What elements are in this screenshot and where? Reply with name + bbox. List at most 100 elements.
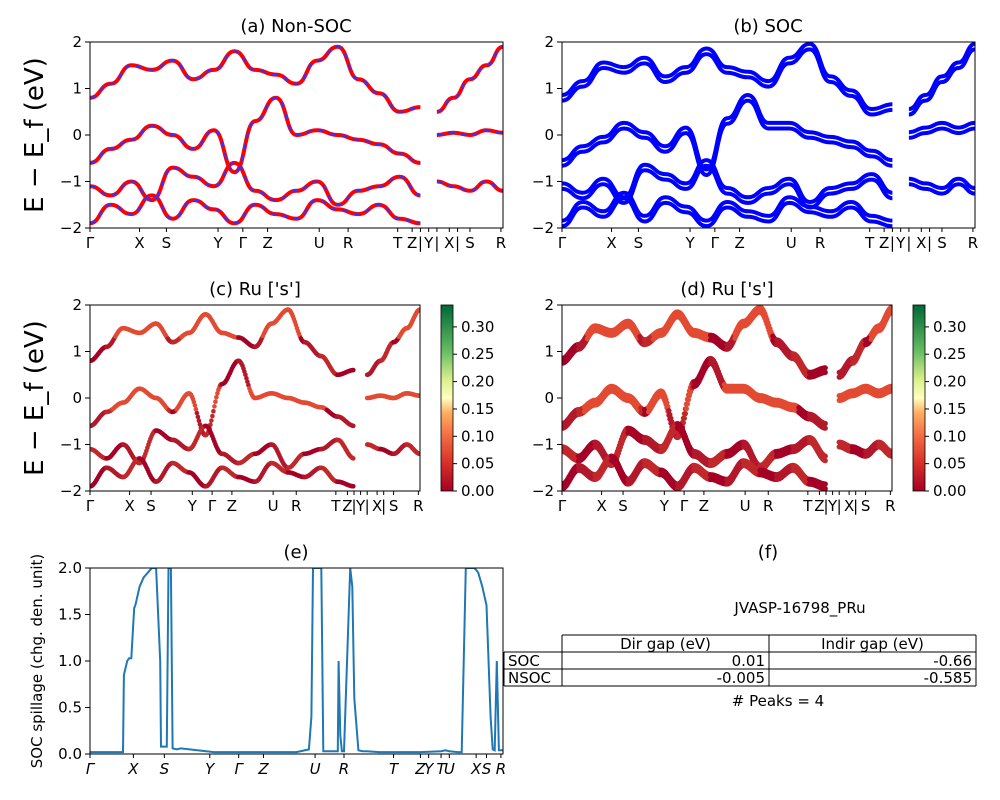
- x-tick-label: R: [339, 760, 349, 778]
- projection-point: [888, 309, 892, 315]
- table-header-cell: Dir gap (eV): [620, 635, 711, 653]
- projection-point: [683, 406, 690, 412]
- x-tick-label: Z: [879, 234, 889, 252]
- panel-d-points: [562, 305, 892, 491]
- x-tick-label: Y: [212, 234, 223, 252]
- y-tick-label: 2: [544, 296, 554, 314]
- y-tick-label: 0: [72, 126, 82, 144]
- projection-point: [417, 307, 420, 312]
- x-tick-label: U: [268, 497, 279, 515]
- x-tick-label: R: [815, 234, 825, 252]
- projection-point: [351, 456, 356, 461]
- x-tick-label: Γ: [239, 234, 248, 252]
- x-tick-label: U: [786, 234, 797, 252]
- band-line: [562, 190, 893, 223]
- x-tick-label: Z: [342, 497, 352, 515]
- projection-point: [211, 408, 216, 414]
- panel-e: (e) 0.00.51.01.52.0 Γ X S Y Γ Z U R T ZY TU X S R SOC…: [28, 542, 506, 778]
- x-tick-label: X: [134, 234, 144, 252]
- panel-c-title: (c) Ru ['s']: [209, 279, 301, 300]
- x-tick-label: S: [465, 234, 475, 252]
- y-tick-label: 1.5: [58, 606, 82, 624]
- colorbar-d-ticks: 0.00 0.05 0.10 0.15 0.20 0.25 0.30: [925, 318, 966, 500]
- panel-c-y-ticks: −2 −1 0 1 2: [60, 296, 90, 500]
- table-cell: -0.585: [924, 669, 972, 687]
- table-header-cell: Indir gap (eV): [821, 635, 924, 653]
- band-line: [908, 176, 975, 191]
- y-tick-label: 0: [72, 389, 82, 407]
- x-tick-label: Z: [699, 497, 709, 515]
- y-axis-label-top: E − E_f (eV): [20, 57, 50, 213]
- y-tick-label: 2: [72, 296, 82, 314]
- projection-point: [822, 365, 828, 371]
- spillage-line: [90, 568, 503, 754]
- x-tick-label: |: [906, 234, 911, 252]
- x-tick-label: T: [802, 497, 813, 515]
- x-tick-label: Z: [257, 760, 269, 778]
- projection-point: [822, 420, 828, 427]
- x-tick-label: Γ: [208, 497, 217, 515]
- x-tick-label: T: [436, 760, 447, 778]
- projection-point: [210, 413, 215, 419]
- panel-e-frame: [89, 567, 504, 755]
- y-tick-label: 2: [544, 33, 554, 51]
- x-tick-label: Y: [423, 234, 434, 252]
- projection-point: [822, 486, 828, 491]
- table-row-label: SOC: [508, 652, 540, 670]
- table-cell: 0.01: [732, 652, 765, 670]
- y-tick-label: −2: [60, 219, 82, 237]
- x-tick-label: Y: [424, 760, 435, 778]
- y-tick-label: 0.5: [58, 699, 82, 717]
- panel-f: (f) JVASP-16798_PRu Dir gap (eV) Indir ga…: [503, 542, 977, 710]
- panel-e-title: (e): [283, 542, 308, 563]
- panel-c-points: [90, 307, 420, 489]
- x-tick-label: U: [310, 760, 321, 778]
- projection-point: [193, 406, 199, 412]
- colorbar-tick-label: 0.05: [461, 455, 494, 473]
- band-line: [908, 126, 975, 140]
- x-tick-label: R: [496, 760, 506, 778]
- y-tick-label: −1: [532, 173, 554, 191]
- band-line: [562, 158, 893, 205]
- x-tick-label: Y: [895, 234, 906, 252]
- projection-point: [685, 397, 692, 403]
- x-tick-label: S: [861, 497, 871, 515]
- x-tick-label: S: [162, 234, 172, 252]
- x-tick-label: Z: [734, 234, 744, 252]
- projection-point: [822, 453, 828, 459]
- panel-f-subtitle: JVASP-16798_PRu: [733, 599, 865, 618]
- y-tick-label: 2.0: [58, 559, 82, 577]
- x-tick-label: Z: [262, 234, 272, 252]
- y-tick-label: 0: [544, 126, 554, 144]
- colorbar-tick-label: 0.30: [933, 318, 966, 336]
- projection-point: [822, 425, 828, 431]
- band-line: [908, 42, 975, 111]
- panel-e-y-ticks: 0.0 0.5 1.0 1.5 2.0: [58, 559, 90, 763]
- x-tick-label: Γ: [235, 760, 245, 778]
- projection-point: [213, 399, 218, 405]
- x-tick-label: Z: [814, 497, 824, 515]
- x-tick-label: X: [124, 497, 134, 515]
- band-line-dashed: [436, 180, 503, 192]
- projection-point: [351, 367, 356, 373]
- x-tick-label: Y: [187, 497, 198, 515]
- panel-b-bands: [562, 42, 975, 228]
- projection-point: [684, 401, 691, 407]
- x-tick-label: S: [618, 497, 628, 515]
- projection-point: [194, 410, 200, 416]
- projection-point: [888, 383, 892, 389]
- projection-point: [351, 423, 356, 429]
- projection-point: [888, 448, 892, 454]
- colorbar-tick-label: 0.20: [933, 373, 966, 391]
- x-tick-label: X: [372, 497, 382, 515]
- table-cell: -0.005: [717, 669, 765, 687]
- panel-f-footer: # Peaks = 4: [732, 692, 824, 710]
- x-tick-label: T: [864, 234, 875, 252]
- panel-e-y-axis-label: SOC spillage (chg. den. unit): [28, 554, 46, 769]
- y-tick-label: 0.0: [58, 745, 82, 763]
- x-tick-label: X: [916, 234, 926, 252]
- x-tick-label: Γ: [558, 497, 567, 515]
- panel-d-y-ticks: −2 −1 0 1 2: [532, 296, 562, 500]
- projection-point: [822, 458, 828, 464]
